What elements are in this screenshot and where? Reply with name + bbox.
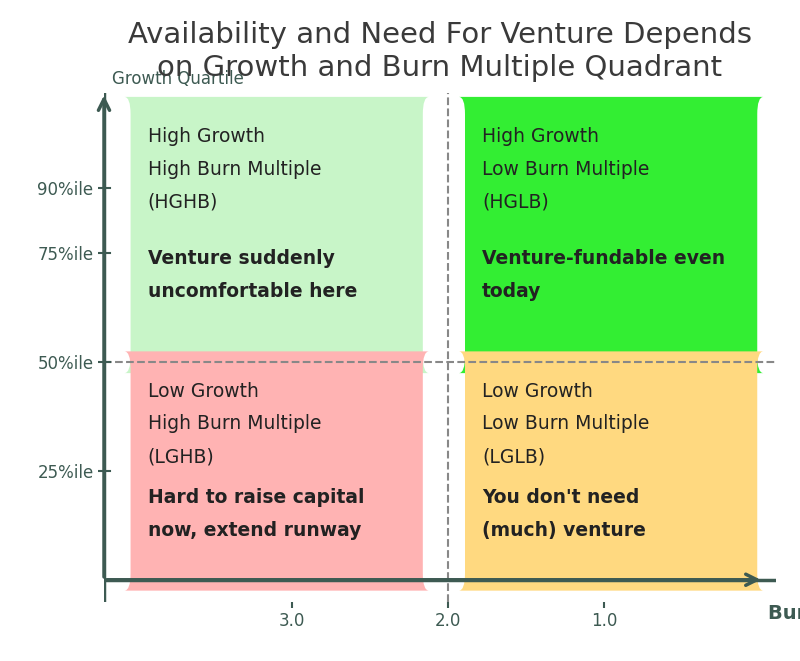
Text: Burn Multiple: Burn Multiple xyxy=(768,603,800,623)
FancyBboxPatch shape xyxy=(458,97,763,373)
Text: High Growth: High Growth xyxy=(148,128,265,146)
Text: Growth Quartile: Growth Quartile xyxy=(112,70,244,88)
Text: today: today xyxy=(482,282,542,301)
Text: Low Burn Multiple: Low Burn Multiple xyxy=(482,160,650,179)
Text: (LGLB): (LGLB) xyxy=(482,447,546,466)
Text: (LGHB): (LGHB) xyxy=(148,447,214,466)
Text: (much) venture: (much) venture xyxy=(482,521,646,540)
Text: Low Burn Multiple: Low Burn Multiple xyxy=(482,414,650,434)
Text: Venture-fundable even: Venture-fundable even xyxy=(482,249,726,268)
Text: Low Growth: Low Growth xyxy=(482,382,593,401)
FancyBboxPatch shape xyxy=(458,352,763,591)
Title: Availability and Need For Venture Depends
on Growth and Burn Multiple Quadrant: Availability and Need For Venture Depend… xyxy=(128,21,752,82)
Text: (HGLB): (HGLB) xyxy=(482,192,549,212)
Text: (HGHB): (HGHB) xyxy=(148,192,218,212)
Text: Low Growth: Low Growth xyxy=(148,382,258,401)
Text: Venture suddenly: Venture suddenly xyxy=(148,249,334,268)
Text: Hard to raise capital: Hard to raise capital xyxy=(148,488,364,508)
Text: You don't need: You don't need xyxy=(482,488,639,508)
Text: now, extend runway: now, extend runway xyxy=(148,521,361,540)
Text: uncomfortable here: uncomfortable here xyxy=(148,282,357,301)
Text: High Burn Multiple: High Burn Multiple xyxy=(148,160,322,179)
Text: High Burn Multiple: High Burn Multiple xyxy=(148,414,322,434)
FancyBboxPatch shape xyxy=(124,352,429,591)
FancyBboxPatch shape xyxy=(124,97,429,373)
Text: High Growth: High Growth xyxy=(482,128,599,146)
